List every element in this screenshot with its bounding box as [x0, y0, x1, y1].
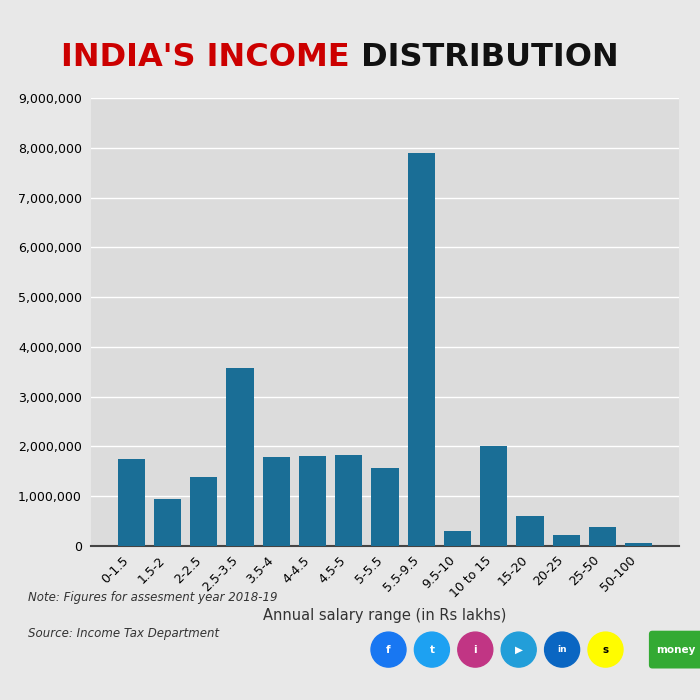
- X-axis label: Annual salary range (in Rs lakhs): Annual salary range (in Rs lakhs): [263, 608, 507, 623]
- Text: Source: Income Tax Department: Source: Income Tax Department: [28, 626, 219, 640]
- Bar: [118, 459, 145, 546]
- Text: f: f: [386, 645, 391, 654]
- Text: ▶: ▶: [514, 645, 523, 654]
- Bar: [190, 477, 218, 546]
- Bar: [407, 153, 435, 546]
- Bar: [226, 368, 253, 546]
- Text: t: t: [429, 645, 435, 654]
- Text: in: in: [557, 645, 567, 654]
- Bar: [335, 456, 363, 546]
- Text: INDIA'S INCOME: INDIA'S INCOME: [62, 43, 350, 74]
- Bar: [154, 498, 181, 546]
- Text: s: s: [603, 645, 608, 654]
- Bar: [444, 531, 471, 546]
- Text: DISTRIBUTION: DISTRIBUTION: [350, 43, 619, 74]
- Bar: [552, 535, 580, 546]
- Bar: [480, 447, 508, 546]
- Bar: [299, 456, 326, 546]
- Bar: [589, 527, 616, 546]
- Bar: [262, 457, 290, 546]
- Bar: [517, 516, 544, 546]
- Bar: [372, 468, 398, 546]
- Text: Note: Figures for assesment year 2018-19: Note: Figures for assesment year 2018-19: [28, 592, 277, 605]
- Text: money: money: [656, 645, 695, 654]
- Bar: [625, 542, 652, 546]
- Text: i: i: [473, 645, 477, 654]
